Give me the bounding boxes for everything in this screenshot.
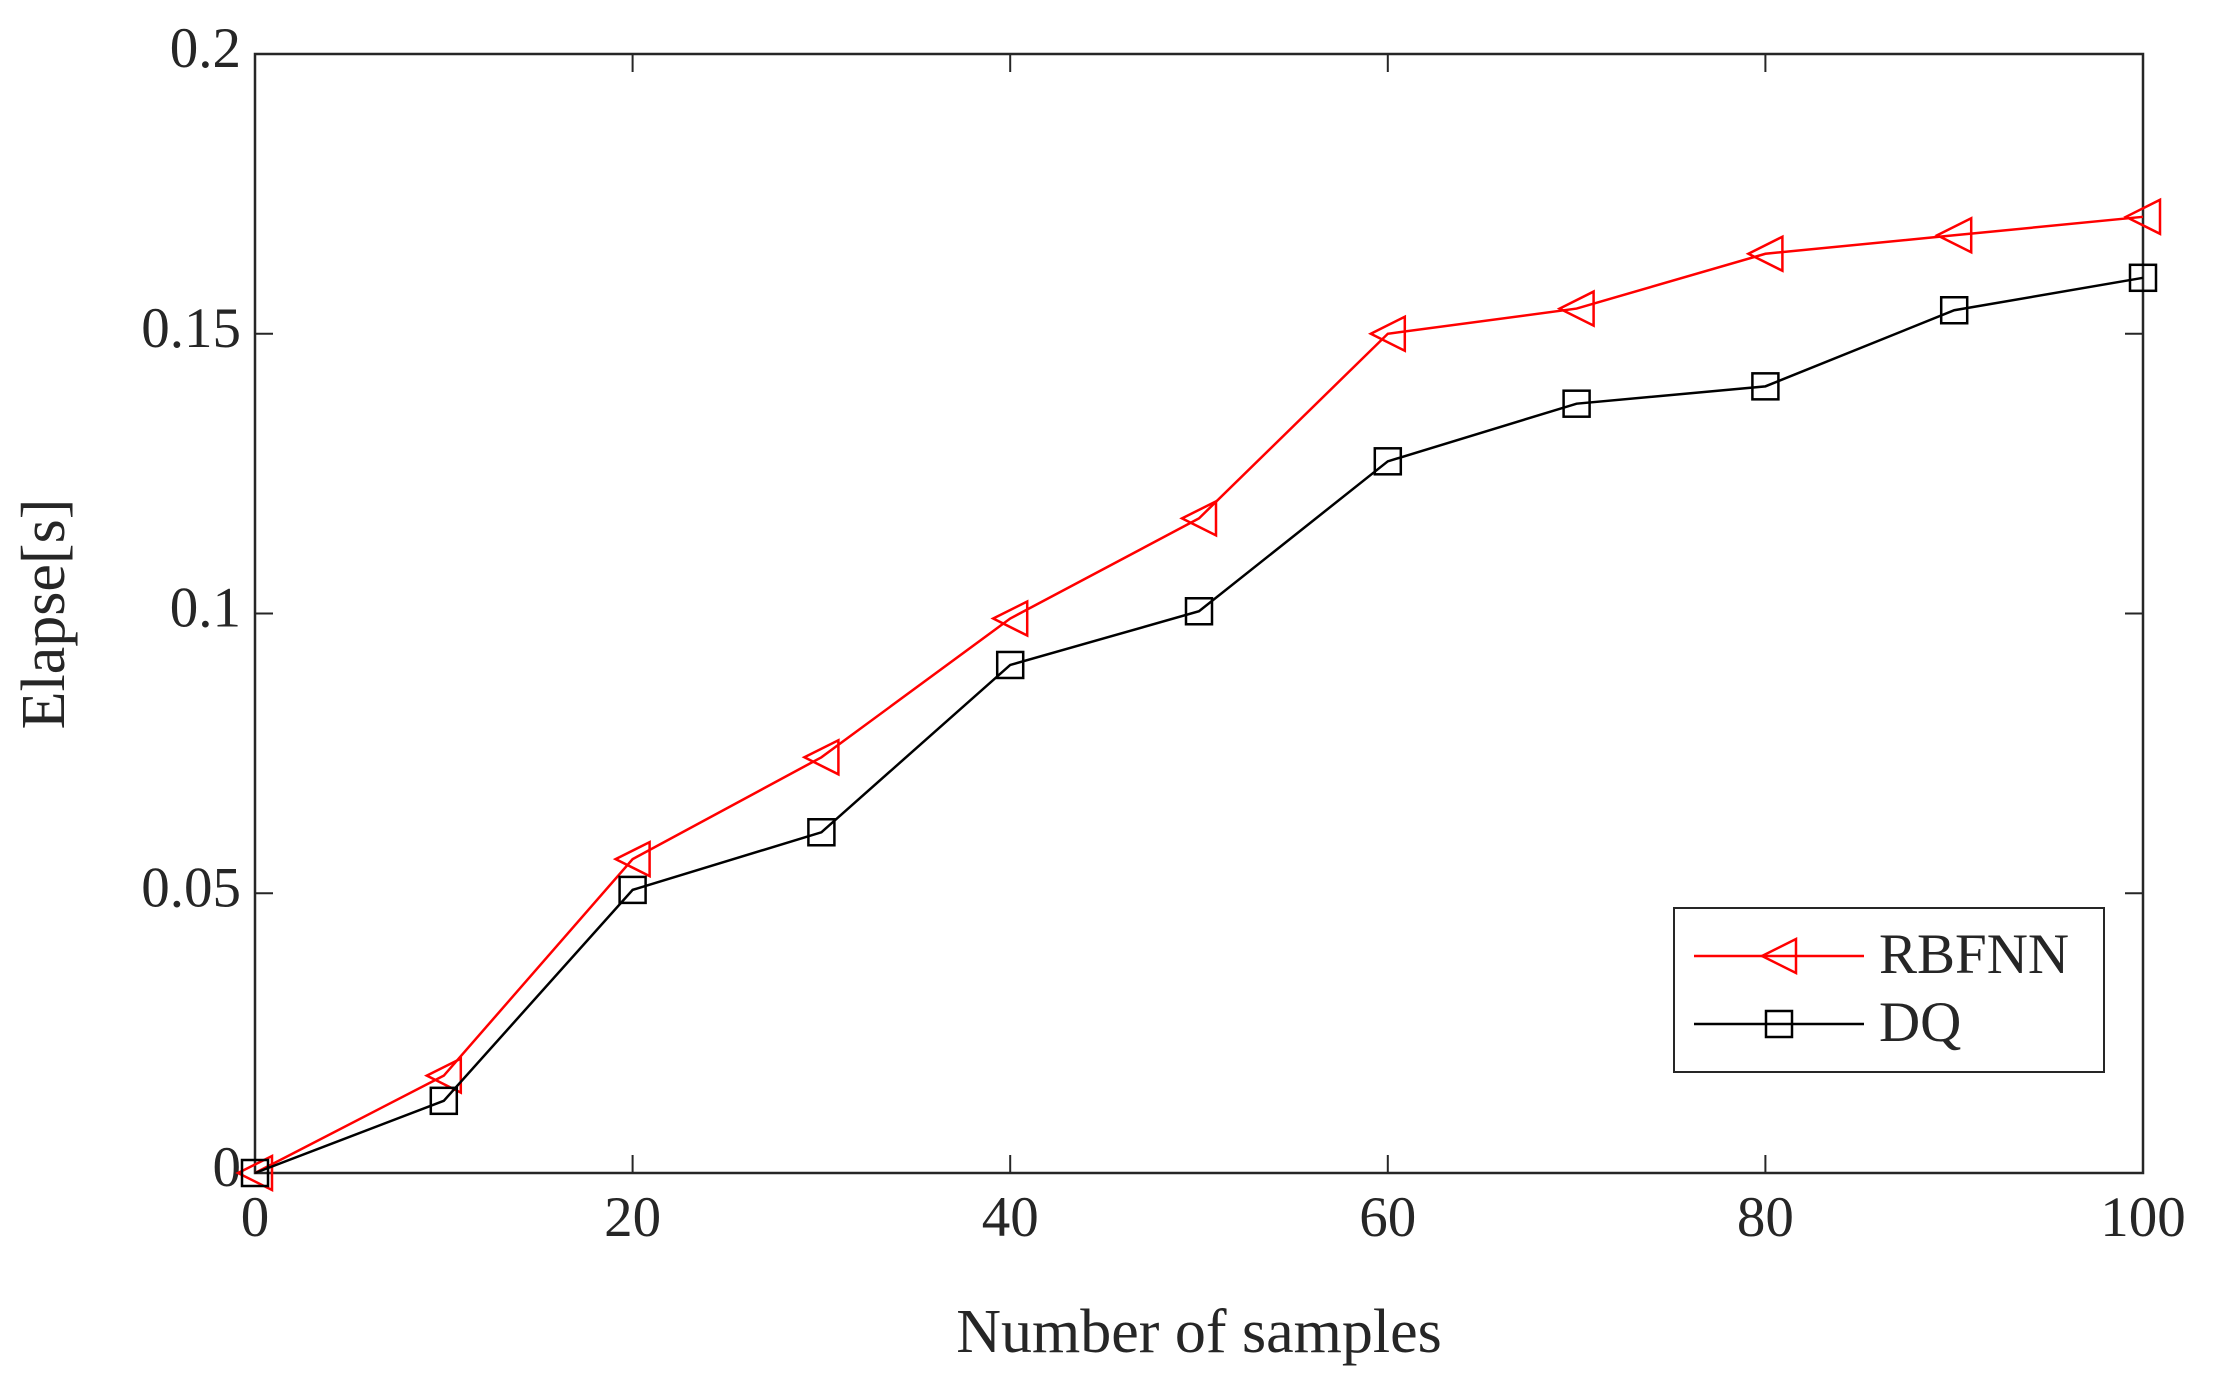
x-tick-label: 20 — [604, 1186, 661, 1249]
marker — [1751, 372, 1780, 401]
marker — [424, 1056, 463, 1095]
marker — [1562, 389, 1591, 418]
marker — [1745, 234, 1784, 273]
marker — [618, 875, 647, 905]
x-tick-label: 40 — [982, 1186, 1039, 1249]
y-tick-label: 0.1 — [170, 577, 241, 640]
marker — [1934, 216, 1973, 255]
x-tick-label: 100 — [2100, 1186, 2186, 1249]
series-line — [254, 215, 2144, 1175]
y-tick-label: 0.2 — [170, 17, 241, 80]
x-axis-label: Number of samples — [956, 1298, 1442, 1366]
marker — [1373, 447, 1403, 476]
marker — [235, 1153, 274, 1193]
marker — [990, 599, 1029, 638]
marker — [2128, 263, 2158, 293]
marker — [1759, 936, 1798, 976]
marker — [1939, 296, 1969, 325]
marker — [2123, 197, 2162, 236]
marker — [995, 650, 1025, 680]
y-tick-label: 0 — [213, 1136, 242, 1199]
marker — [240, 1158, 270, 1188]
marker — [1368, 314, 1407, 353]
marker — [1184, 597, 1214, 626]
marker — [1556, 289, 1595, 328]
plot-frame — [253, 52, 2145, 1175]
marker — [801, 738, 840, 777]
legend-box — [1673, 907, 2105, 1073]
x-tick-label: 0 — [241, 1186, 270, 1249]
y-axis-label: Elapse[s] — [10, 499, 78, 730]
legend-label: DQ — [1879, 991, 1961, 1054]
marker — [1179, 499, 1218, 538]
marker — [612, 840, 651, 879]
x-tick-label: 80 — [1737, 1186, 1794, 1249]
y-tick-label: 0.15 — [141, 297, 241, 360]
series-line — [254, 276, 2144, 1175]
marker — [1764, 1009, 1794, 1039]
legend-label: RBFNN — [1879, 923, 2069, 986]
marker — [807, 818, 836, 847]
x-tick-label: 60 — [1359, 1186, 1416, 1249]
y-tick-label: 0.05 — [141, 856, 241, 919]
marker — [429, 1086, 459, 1116]
